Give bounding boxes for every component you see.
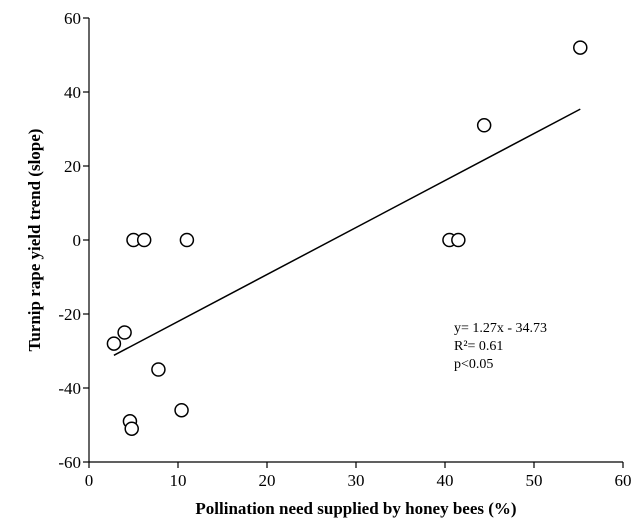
x-axis-title: Pollination need supplied by honey bees … [195, 499, 516, 518]
data-points [106, 40, 588, 436]
y-tick-label: 0 [73, 231, 82, 250]
x-tick-label: 60 [615, 471, 632, 490]
x-tick-label: 40 [437, 471, 454, 490]
x-axis-ticks: 0 10 20 30 40 50 60 [85, 462, 632, 490]
y-tick-label: -40 [58, 379, 81, 398]
x-tick-label: 30 [348, 471, 365, 490]
axes [88, 18, 623, 463]
r-squared-annotation: R²= 0.61 [454, 339, 503, 354]
data-point [179, 232, 195, 248]
x-tick-label: 10 [170, 471, 187, 490]
y-axis-title: Turnip rape yield trend (slope) [25, 129, 44, 352]
p-value-annotation: p<0.05 [454, 357, 493, 372]
data-point [117, 325, 132, 340]
y-tick-label: 40 [64, 83, 81, 102]
y-tick-label: 60 [64, 9, 81, 28]
data-point [476, 118, 492, 133]
x-tick-label: 50 [526, 471, 543, 490]
data-point [106, 336, 122, 351]
data-point [174, 402, 189, 418]
data-point [573, 40, 588, 55]
data-point [151, 362, 166, 377]
data-point [124, 421, 139, 436]
y-tick-label: -60 [58, 453, 81, 472]
y-tick-label: -20 [58, 305, 81, 324]
y-tick-label: 20 [64, 157, 81, 176]
y-axis-ticks: -60 -40 -20 0 20 40 60 [58, 9, 89, 472]
x-tick-label: 0 [85, 471, 94, 490]
x-tick-label: 20 [259, 471, 276, 490]
data-point [136, 232, 152, 248]
trend-line [113, 108, 581, 357]
equation-annotation: y= 1.27x - 34.73 [454, 321, 547, 336]
data-point [451, 232, 466, 248]
